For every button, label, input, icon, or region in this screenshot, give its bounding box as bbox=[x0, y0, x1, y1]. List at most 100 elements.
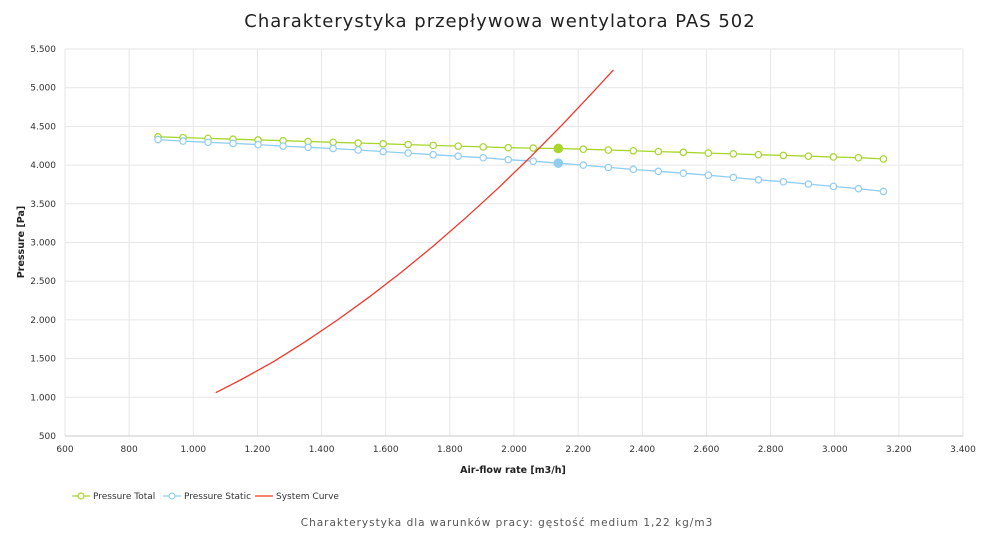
data-point-pressure-static[interactable] bbox=[354, 146, 362, 154]
chart-title: Charakterystyka przepływowa wentylatora … bbox=[244, 11, 755, 32]
data-point-pressure-total[interactable] bbox=[579, 145, 588, 154]
y-tick-label: 2.000 bbox=[30, 316, 56, 326]
data-point-pressure-static[interactable] bbox=[529, 157, 538, 166]
operating-point-pressure-total[interactable] bbox=[553, 143, 564, 154]
data-point-pressure-total[interactable] bbox=[454, 142, 462, 150]
y-axis-label: Pressure [Pa] bbox=[16, 206, 27, 278]
x-tick-label: 1.800 bbox=[437, 445, 463, 455]
data-point-pressure-total[interactable] bbox=[329, 138, 337, 147]
legend-marker-pressure-static bbox=[168, 492, 176, 500]
data-point-pressure-static[interactable] bbox=[754, 176, 763, 184]
series-line-pressure-total bbox=[157, 136, 884, 160]
series-pressure-total bbox=[154, 133, 888, 163]
data-point-pressure-total[interactable] bbox=[429, 141, 437, 150]
data-point-pressure-total[interactable] bbox=[754, 150, 763, 159]
data-point-pressure-static[interactable] bbox=[879, 187, 888, 196]
data-point-pressure-total[interactable] bbox=[504, 143, 513, 152]
x-tick-label: 2.400 bbox=[629, 445, 655, 455]
data-point-pressure-total[interactable] bbox=[604, 146, 613, 154]
y-tick-label: 5.500 bbox=[30, 45, 56, 55]
data-point-pressure-static[interactable] bbox=[804, 180, 813, 188]
data-point-pressure-total[interactable] bbox=[679, 148, 688, 157]
data-point-pressure-static[interactable] bbox=[229, 139, 237, 148]
series-pressure-static bbox=[154, 135, 888, 196]
data-point-pressure-static[interactable] bbox=[629, 165, 638, 174]
data-point-pressure-total[interactable] bbox=[879, 155, 888, 163]
x-tick-label: 2.200 bbox=[565, 445, 591, 455]
data-point-pressure-static[interactable] bbox=[304, 143, 312, 152]
data-point-pressure-total[interactable] bbox=[854, 153, 863, 162]
legend-label-pressure-static: Pressure Static bbox=[184, 492, 251, 502]
data-point-pressure-static[interactable] bbox=[604, 163, 613, 172]
data-point-pressure-total[interactable] bbox=[479, 143, 488, 151]
data-point-pressure-static[interactable] bbox=[579, 161, 588, 169]
y-tick-label: 1.000 bbox=[30, 393, 56, 403]
data-point-pressure-total[interactable] bbox=[654, 147, 663, 156]
x-tick-label: 3.200 bbox=[886, 445, 912, 455]
data-point-pressure-total[interactable] bbox=[529, 144, 538, 152]
data-point-pressure-total[interactable] bbox=[729, 150, 738, 158]
data-point-pressure-static[interactable] bbox=[179, 137, 187, 145]
operating-point-pressure-static[interactable] bbox=[553, 158, 564, 168]
legend-item-system-curve[interactable]: System Curve bbox=[255, 492, 339, 502]
data-point-pressure-static[interactable] bbox=[204, 138, 212, 147]
y-tick-label: 500 bbox=[39, 432, 56, 442]
series-line-pressure-static bbox=[157, 138, 884, 193]
data-point-pressure-static[interactable] bbox=[654, 167, 663, 176]
data-point-pressure-static[interactable] bbox=[404, 149, 412, 157]
data-point-pressure-static[interactable] bbox=[379, 147, 387, 156]
x-tick-label: 1.400 bbox=[309, 445, 335, 455]
data-point-pressure-static[interactable] bbox=[779, 177, 788, 186]
y-tick-label: 4.000 bbox=[30, 161, 56, 171]
data-point-pressure-total[interactable] bbox=[404, 140, 412, 149]
y-tick-label: 4.500 bbox=[30, 122, 56, 132]
axes: 600 800 1.000 1.200 1.400 1.600 1.800 2.000 2.20… bbox=[30, 45, 976, 455]
data-point-pressure-static[interactable] bbox=[279, 142, 287, 150]
y-tick-label: 2.500 bbox=[30, 277, 56, 287]
series-area bbox=[154, 69, 888, 394]
data-point-pressure-static[interactable] bbox=[504, 155, 513, 164]
x-tick-label: 3.000 bbox=[822, 445, 848, 455]
series-line-system-curve bbox=[215, 69, 614, 394]
y-tick-label: 5.000 bbox=[30, 84, 56, 94]
grid bbox=[64, 48, 964, 437]
data-point-pressure-static[interactable] bbox=[254, 140, 262, 149]
x-axis-label: Air-flow rate [m3/h] bbox=[460, 465, 566, 476]
y-tick-label: 3.500 bbox=[30, 200, 56, 210]
legend-label-pressure-total: Pressure Total bbox=[93, 492, 155, 502]
data-point-pressure-static[interactable] bbox=[454, 152, 462, 160]
data-point-pressure-static[interactable] bbox=[729, 173, 738, 182]
data-point-pressure-static[interactable] bbox=[479, 153, 488, 162]
x-tick-label: 600 bbox=[56, 445, 73, 455]
data-point-pressure-total[interactable] bbox=[379, 140, 387, 148]
y-tick-label: 1.500 bbox=[30, 355, 56, 365]
data-point-pressure-static[interactable] bbox=[429, 150, 437, 159]
x-tick-label: 3.400 bbox=[950, 445, 976, 455]
x-tick-label: 800 bbox=[121, 445, 138, 455]
data-point-pressure-static[interactable] bbox=[154, 135, 162, 144]
x-tick-label: 2.000 bbox=[501, 445, 527, 455]
data-point-pressure-total[interactable] bbox=[629, 146, 638, 155]
data-point-pressure-total[interactable] bbox=[779, 151, 788, 160]
data-point-pressure-static[interactable] bbox=[704, 171, 713, 179]
x-tick-label: 1.000 bbox=[180, 445, 206, 455]
data-point-pressure-total[interactable] bbox=[804, 152, 813, 160]
chart-subtitle: Charakterystyka dla warunków pracy: gęst… bbox=[301, 517, 714, 529]
x-tick-label: 2.600 bbox=[694, 445, 720, 455]
y-tick-label: 3.000 bbox=[30, 239, 56, 249]
data-point-pressure-total[interactable] bbox=[354, 139, 362, 147]
legend: Pressure Total Pressure Static System Cu… bbox=[72, 492, 339, 502]
data-point-pressure-total[interactable] bbox=[704, 149, 713, 157]
x-tick-label: 1.600 bbox=[373, 445, 399, 455]
series-system-curve bbox=[215, 69, 614, 394]
data-point-pressure-static[interactable] bbox=[679, 169, 688, 178]
x-tick-label: 1.200 bbox=[245, 445, 271, 455]
data-point-pressure-static[interactable] bbox=[329, 144, 337, 153]
data-point-pressure-static[interactable] bbox=[854, 184, 863, 193]
data-point-pressure-static[interactable] bbox=[829, 182, 838, 191]
legend-item-pressure-static[interactable]: Pressure Static bbox=[163, 492, 251, 502]
data-point-pressure-total[interactable] bbox=[829, 153, 838, 161]
legend-label-system-curve: System Curve bbox=[276, 492, 339, 502]
legend-item-pressure-total[interactable]: Pressure Total bbox=[72, 492, 155, 502]
